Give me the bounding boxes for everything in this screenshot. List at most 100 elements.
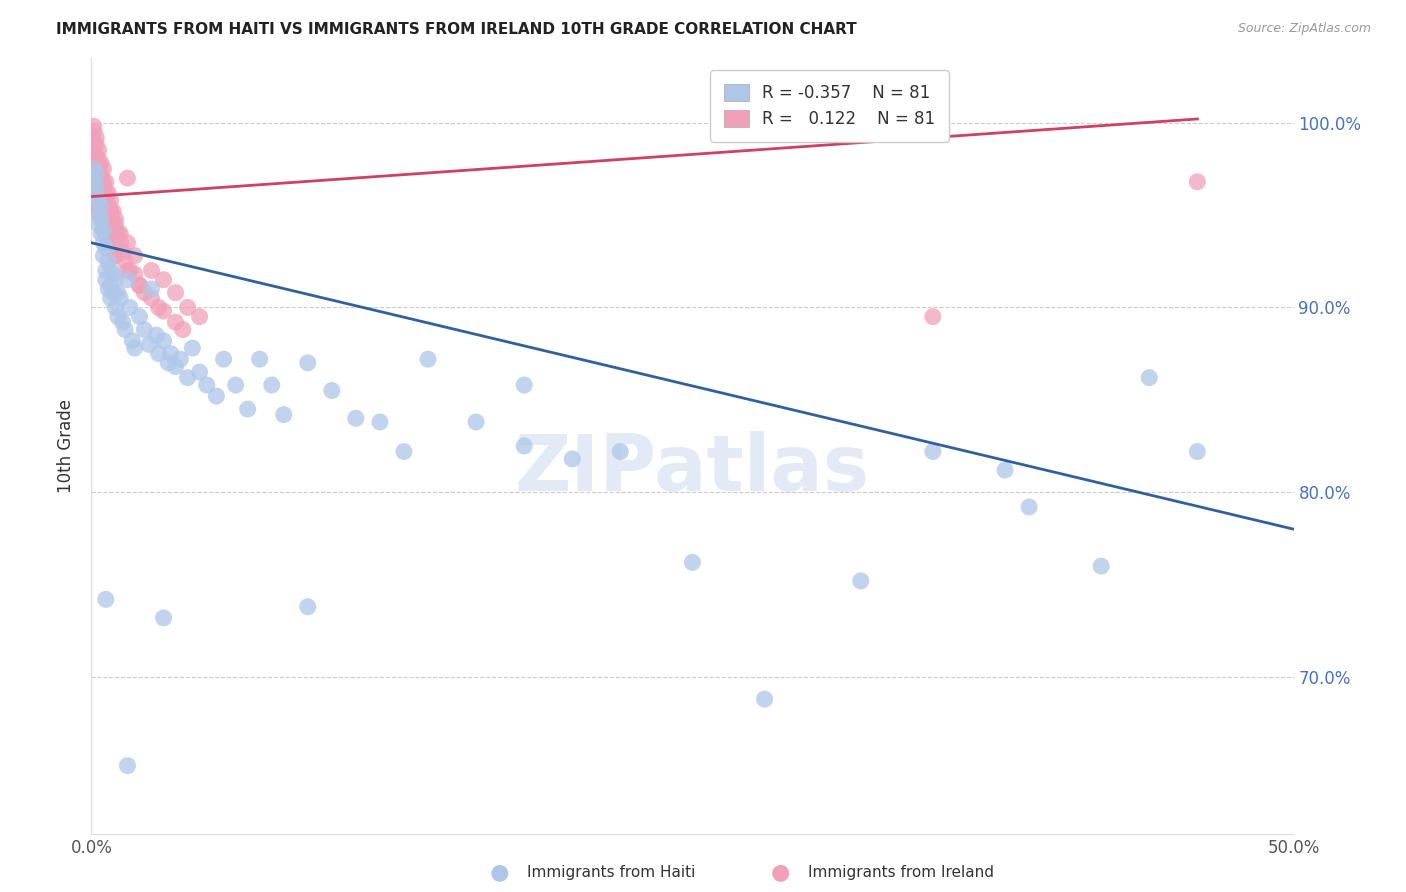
- Point: [84, 161, 107, 176]
- Point: [87, 161, 110, 176]
- Point: [104, 249, 127, 263]
- Point: [84, 186, 107, 200]
- Point: [922, 444, 945, 458]
- Point: [134, 285, 156, 300]
- Point: [249, 352, 271, 367]
- Y-axis label: 10th Grade: 10th Grade: [58, 399, 76, 493]
- Point: [165, 359, 187, 374]
- Point: [101, 267, 124, 281]
- Point: [994, 463, 1017, 477]
- Point: [188, 310, 211, 324]
- Point: [922, 310, 945, 324]
- Text: ZIPatlas: ZIPatlas: [515, 431, 870, 508]
- Point: [100, 278, 122, 293]
- Point: [121, 334, 143, 348]
- Point: [609, 444, 631, 458]
- Point: [1090, 559, 1112, 574]
- Point: [97, 199, 120, 213]
- Text: Immigrants from Haiti: Immigrants from Haiti: [527, 865, 696, 880]
- Point: [181, 341, 204, 355]
- Point: [754, 692, 776, 706]
- Point: [87, 217, 110, 231]
- Point: [1187, 444, 1209, 458]
- Point: [114, 322, 136, 336]
- Point: [165, 315, 187, 329]
- Point: [87, 171, 110, 186]
- Point: [100, 291, 122, 305]
- Point: [117, 171, 139, 186]
- Point: [84, 193, 107, 207]
- Point: [93, 249, 115, 263]
- Point: [104, 211, 127, 226]
- Point: [90, 211, 112, 226]
- Text: ●: ●: [770, 863, 790, 882]
- Point: [561, 452, 583, 467]
- Point: [849, 574, 872, 588]
- Point: [93, 217, 115, 231]
- Point: [97, 254, 120, 268]
- Point: [117, 235, 139, 250]
- Point: [100, 204, 122, 219]
- Point: [513, 439, 536, 453]
- Point: [93, 223, 115, 237]
- Point: [93, 180, 115, 194]
- Point: [83, 134, 105, 148]
- Legend: R = -0.357    N = 81, R =   0.122    N = 81: R = -0.357 N = 81, R = 0.122 N = 81: [710, 70, 949, 142]
- Point: [513, 378, 536, 392]
- Point: [83, 144, 105, 158]
- Text: Immigrants from Ireland: Immigrants from Ireland: [808, 865, 994, 880]
- Point: [93, 161, 115, 176]
- Point: [90, 168, 112, 182]
- Point: [368, 415, 391, 429]
- Point: [392, 444, 415, 458]
- Point: [90, 208, 112, 222]
- Point: [104, 249, 127, 263]
- Point: [117, 263, 139, 277]
- Point: [94, 186, 117, 200]
- Point: [84, 130, 107, 145]
- Point: [104, 223, 127, 237]
- Point: [117, 758, 139, 772]
- Point: [152, 334, 174, 348]
- Text: IMMIGRANTS FROM HAITI VS IMMIGRANTS FROM IRELAND 10TH GRADE CORRELATION CHART: IMMIGRANTS FROM HAITI VS IMMIGRANTS FROM…: [56, 22, 858, 37]
- Point: [87, 193, 110, 207]
- Point: [100, 235, 122, 250]
- Point: [188, 365, 211, 379]
- Point: [94, 592, 117, 607]
- Point: [152, 273, 174, 287]
- Point: [176, 370, 198, 384]
- Point: [124, 341, 146, 355]
- Point: [114, 254, 136, 268]
- Point: [84, 189, 107, 203]
- Point: [1137, 370, 1160, 384]
- Point: [118, 301, 141, 315]
- Text: Source: ZipAtlas.com: Source: ZipAtlas.com: [1237, 22, 1371, 36]
- Point: [90, 186, 112, 200]
- Point: [205, 389, 228, 403]
- Point: [297, 356, 319, 370]
- Point: [124, 249, 146, 263]
- Point: [344, 411, 367, 425]
- Point: [90, 175, 112, 189]
- Point: [97, 199, 120, 213]
- Point: [236, 402, 259, 417]
- Point: [94, 199, 117, 213]
- Point: [118, 263, 141, 277]
- Point: [84, 137, 107, 152]
- Point: [117, 273, 139, 287]
- Point: [87, 144, 110, 158]
- Point: [128, 310, 150, 324]
- Point: [297, 599, 319, 614]
- Point: [134, 322, 156, 336]
- Point: [165, 285, 187, 300]
- Point: [94, 241, 117, 255]
- Point: [145, 328, 167, 343]
- Point: [225, 378, 247, 392]
- Point: [273, 408, 295, 422]
- Point: [212, 352, 235, 367]
- Point: [93, 189, 115, 203]
- Point: [87, 153, 110, 167]
- Point: [84, 180, 107, 194]
- Point: [110, 291, 132, 305]
- Point: [159, 346, 181, 360]
